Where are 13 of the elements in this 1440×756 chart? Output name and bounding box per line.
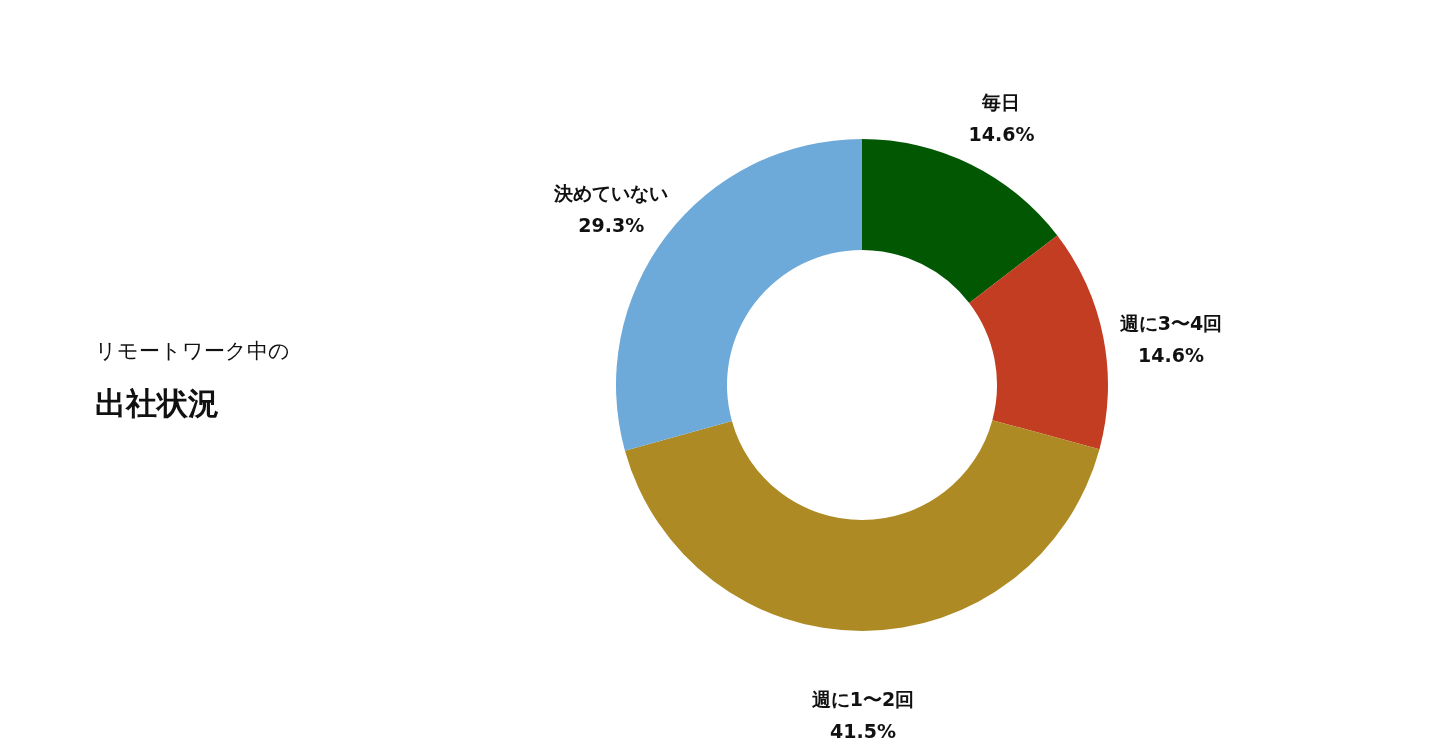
data-label: 41.5% (830, 720, 896, 742)
slice-label: 毎日 (981, 90, 1021, 113)
donut-slice (862, 139, 1058, 303)
text: リモートワーク中の (95, 339, 290, 363)
slice-label: 週に1〜2回 (810, 688, 915, 710)
donut-slice (624, 420, 1100, 631)
data-label: 14.6% (968, 122, 1035, 145)
slice-label: 週に3〜4回 (1118, 312, 1223, 335)
data-label: 14.6% (1138, 344, 1204, 367)
slice-label: 決めていない (553, 182, 669, 205)
data-label: 29.3% (578, 214, 645, 237)
text: 出社状況 (95, 385, 219, 421)
donut-slice (969, 235, 1108, 450)
